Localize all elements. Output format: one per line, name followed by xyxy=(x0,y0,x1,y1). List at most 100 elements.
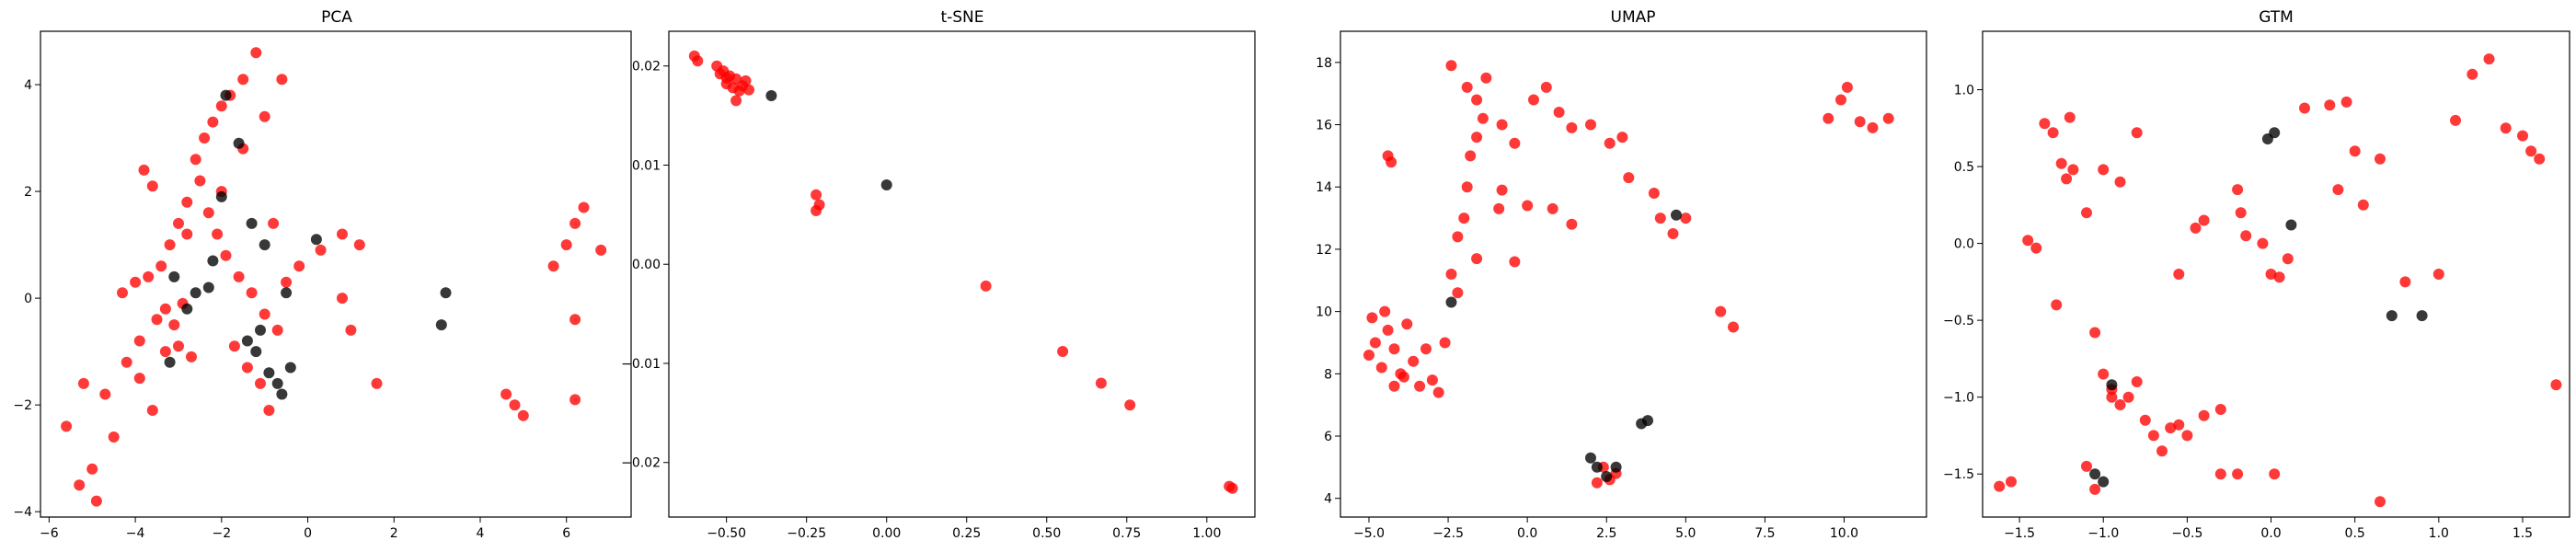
data-point-red xyxy=(2081,460,2092,472)
data-point-red xyxy=(143,270,155,282)
data-point-red xyxy=(2173,419,2185,431)
data-point-red xyxy=(1509,256,1521,268)
data-point-black xyxy=(215,190,227,202)
data-point-red xyxy=(2089,327,2101,339)
x-tick-label: −0.25 xyxy=(787,526,826,541)
x-tick-label: 0.00 xyxy=(872,526,901,541)
data-point-red xyxy=(77,377,89,389)
x-tick-label: −5.0 xyxy=(1353,526,1385,541)
data-point-red xyxy=(212,228,224,240)
data-point-red xyxy=(263,405,275,416)
data-point-red xyxy=(1471,94,1483,106)
data-point-red xyxy=(194,175,206,187)
data-point-red xyxy=(1458,213,1470,224)
data-point-black xyxy=(1585,452,1596,464)
data-point-red xyxy=(138,164,150,176)
data-point-red xyxy=(2198,214,2210,226)
data-point-red xyxy=(2173,269,2185,280)
y-tick-label: 0.02 xyxy=(632,60,661,75)
x-tick-label: −1.5 xyxy=(2004,526,2035,541)
data-point-red xyxy=(1604,137,1616,149)
data-point-red xyxy=(1461,81,1473,93)
data-point-red xyxy=(1382,324,1394,336)
data-point-red xyxy=(811,189,822,201)
y-ticks-umap: 4 6 8 10 12 14 16 18 xyxy=(1316,56,1340,507)
data-point-black xyxy=(276,388,288,400)
data-point-red xyxy=(2257,237,2269,249)
data-point-black xyxy=(2106,379,2118,391)
data-point-red xyxy=(337,228,348,240)
data-point-red xyxy=(1522,200,1534,212)
data-point-red xyxy=(2265,269,2277,280)
y-tick-label: −2 xyxy=(13,398,32,413)
data-point-red xyxy=(2114,176,2126,188)
data-point-red xyxy=(2122,391,2134,403)
data-point-red xyxy=(1493,202,1505,214)
data-point-red xyxy=(1882,112,1894,124)
data-point-black xyxy=(2098,476,2110,488)
data-point-red xyxy=(133,373,145,385)
data-point-red xyxy=(1461,181,1473,193)
data-point-red xyxy=(692,55,704,67)
data-point-red xyxy=(2483,53,2495,65)
data-point-black xyxy=(1601,471,1613,482)
x-tick-label: 0.75 xyxy=(1112,526,1141,541)
y-tick-label: −1.0 xyxy=(1943,391,1974,406)
data-point-red xyxy=(1540,81,1552,93)
points-gtm xyxy=(1994,53,2562,508)
axes-frame-gtm xyxy=(1982,30,2570,518)
data-point-red xyxy=(2131,376,2143,387)
data-point-red xyxy=(164,239,176,251)
data-point-black xyxy=(435,319,447,331)
data-point-red xyxy=(2047,127,2059,139)
data-point-red xyxy=(190,154,201,166)
y-tick-label: 8 xyxy=(1324,367,1332,382)
data-point-red xyxy=(730,73,742,85)
data-point-red xyxy=(2375,153,2386,165)
data-point-red xyxy=(1471,253,1483,265)
axes-frame-pca xyxy=(40,30,632,518)
data-point-red xyxy=(86,463,98,475)
data-point-red xyxy=(255,377,266,389)
data-point-red xyxy=(1414,380,1426,392)
data-point-red xyxy=(2432,269,2444,280)
axes-frame-tsne xyxy=(668,30,1256,518)
data-point-red xyxy=(1401,318,1413,330)
data-point-red xyxy=(133,335,145,347)
data-point-red xyxy=(2273,271,2285,283)
data-point-black xyxy=(259,239,270,251)
x-tick-label: 1.00 xyxy=(1192,526,1221,541)
data-point-red xyxy=(1408,355,1420,367)
y-tick-label: 18 xyxy=(1316,56,1332,71)
data-point-red xyxy=(130,276,142,288)
data-point-red xyxy=(345,324,357,336)
data-point-red xyxy=(220,249,232,261)
data-point-red xyxy=(547,260,559,272)
data-point-red xyxy=(2357,199,2369,211)
data-point-red xyxy=(560,239,572,251)
data-point-red xyxy=(2232,184,2244,196)
x-tick-label: −0.5 xyxy=(2171,526,2202,541)
data-point-red xyxy=(1509,137,1521,149)
y-tick-label: 6 xyxy=(1324,430,1332,444)
data-point-red xyxy=(2550,379,2562,391)
data-point-black xyxy=(2285,219,2297,231)
data-point-red xyxy=(337,293,348,305)
data-point-black xyxy=(2386,310,2398,322)
panel-gtm: GTM −1.5 −1.0 −0.5 0.0 0.5 1.0 1.5 −1.5 −1.0 −0.… xyxy=(1943,8,2570,541)
data-point-red xyxy=(181,228,193,240)
data-point-red xyxy=(509,399,521,411)
data-point-red xyxy=(1623,172,1635,184)
data-point-red xyxy=(2534,153,2546,165)
data-point-red xyxy=(293,260,305,272)
data-point-red xyxy=(2061,173,2073,185)
y-tick-label: 14 xyxy=(1316,180,1332,195)
data-point-red xyxy=(1496,119,1508,131)
data-point-red xyxy=(1648,188,1660,199)
data-point-red xyxy=(2399,276,2411,288)
data-point-red xyxy=(353,239,365,251)
data-point-red xyxy=(1585,119,1596,131)
x-ticks-pca: −6 −4 −2 0 2 4 6 xyxy=(40,517,570,541)
data-point-red xyxy=(1654,213,1666,224)
data-point-red xyxy=(2147,430,2159,442)
